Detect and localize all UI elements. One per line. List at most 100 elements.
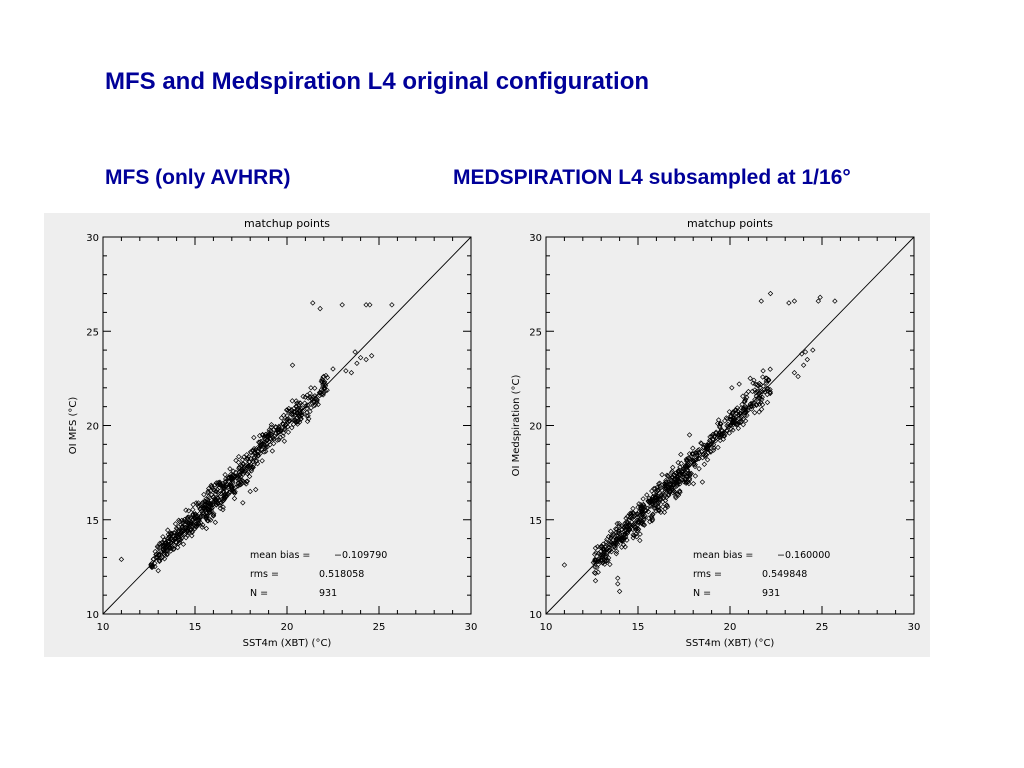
data-point [316, 389, 323, 396]
data-point [764, 385, 770, 392]
data-point [192, 512, 199, 518]
data-point [156, 549, 162, 555]
data-point [692, 473, 699, 479]
data-point [601, 546, 607, 552]
data-point [213, 488, 219, 494]
data-point [745, 388, 752, 395]
data-point [755, 383, 762, 389]
data-point [656, 499, 662, 506]
data-point [305, 413, 311, 419]
data-point [154, 553, 160, 560]
data-point [662, 481, 668, 487]
data-point [659, 487, 665, 494]
data-point [210, 512, 217, 518]
stat-label: N = [250, 588, 268, 599]
data-point [561, 562, 568, 568]
data-point [595, 550, 602, 557]
data-point [624, 530, 631, 536]
data-point [758, 381, 764, 388]
data-point [217, 505, 223, 512]
x-tick-label: 25 [373, 622, 386, 633]
data-point [197, 505, 203, 512]
data-point [683, 479, 689, 485]
data-point [368, 353, 375, 359]
data-point [206, 507, 213, 514]
data-point [611, 531, 617, 537]
data-point [764, 399, 771, 406]
data-point [210, 513, 217, 519]
data-point [678, 451, 684, 458]
data-point [317, 305, 323, 312]
data-point [251, 455, 257, 462]
data-point [220, 504, 226, 510]
data-point [190, 506, 196, 513]
data-point [274, 437, 280, 443]
data-point [240, 471, 246, 477]
data-point [665, 473, 671, 480]
data-point [620, 535, 627, 541]
data-point [620, 542, 627, 548]
data-point [253, 486, 259, 493]
data-point [694, 456, 700, 463]
data-point [676, 472, 682, 478]
data-point [664, 503, 670, 509]
data-point [630, 516, 637, 523]
data-point [699, 479, 706, 485]
data-point [200, 510, 206, 516]
data-point [674, 476, 680, 482]
data-point [715, 444, 721, 451]
data-point [623, 515, 629, 521]
data-point [604, 536, 610, 543]
y-tick-label: 10 [529, 610, 542, 621]
data-point [238, 479, 244, 485]
data-point [259, 431, 266, 438]
data-point [285, 429, 292, 435]
data-point [686, 432, 693, 438]
data-point [634, 534, 640, 540]
data-point [348, 370, 355, 376]
data-point [276, 426, 283, 433]
data-point [672, 473, 678, 480]
x-tick-label: 30 [465, 622, 478, 633]
data-point [800, 362, 807, 368]
data-point [736, 381, 742, 387]
data-point [639, 510, 645, 516]
data-point [817, 294, 823, 301]
data-point [640, 504, 646, 510]
data-point [208, 484, 215, 490]
data-point [686, 451, 693, 457]
data-point [593, 557, 599, 564]
data-point [286, 405, 292, 412]
stat-label: mean bias = [250, 550, 310, 561]
data-point [180, 528, 186, 534]
stat-value: 0.549848 [762, 569, 807, 580]
data-point [641, 504, 648, 510]
data-point [322, 388, 329, 394]
data-point [646, 499, 653, 506]
data-point [267, 435, 274, 442]
data-point [155, 544, 161, 551]
data-point [711, 433, 718, 439]
y-tick-label: 15 [529, 516, 542, 527]
data-point [294, 419, 301, 425]
data-point [695, 447, 701, 454]
data-point [647, 519, 653, 525]
data-point [281, 438, 288, 444]
data-point [302, 400, 308, 406]
data-point [616, 588, 623, 595]
data-point [223, 476, 229, 482]
data-point [641, 521, 647, 528]
y-tick-label: 10 [86, 610, 99, 621]
data-point [744, 412, 750, 419]
data-point [240, 500, 246, 506]
data-point [352, 349, 358, 355]
data-point [206, 501, 213, 507]
data-point [215, 479, 221, 486]
data-point [179, 524, 185, 530]
data-point [280, 433, 286, 439]
data-point [183, 526, 189, 532]
data-point [740, 421, 746, 428]
data-point [759, 396, 765, 403]
data-point [635, 504, 641, 510]
data-point [252, 447, 258, 453]
